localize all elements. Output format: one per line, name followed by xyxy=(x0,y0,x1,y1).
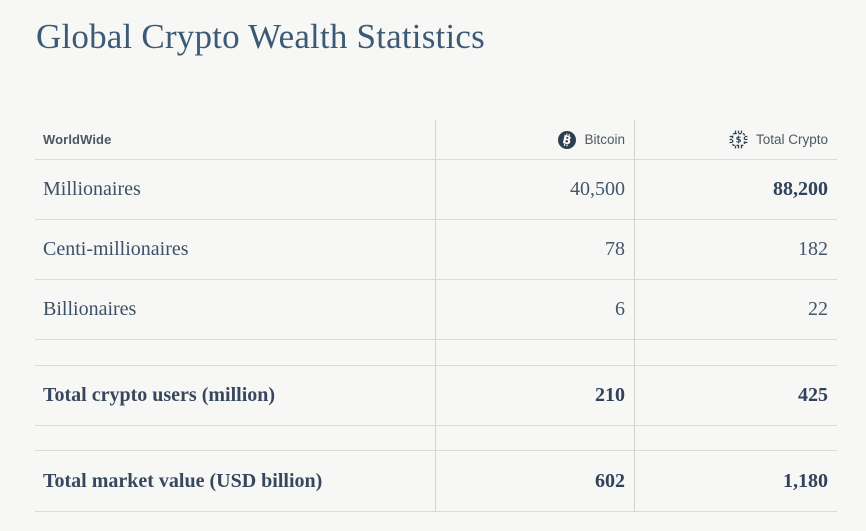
bitcoin-value: 6 xyxy=(615,298,625,320)
total-crypto-value: 22 xyxy=(808,298,828,320)
svg-text:$: $ xyxy=(736,136,742,146)
total-crypto-value: 88,200 xyxy=(773,178,828,200)
row-label: Total crypto users (million) xyxy=(43,384,276,406)
bitcoin-icon: B xyxy=(558,130,577,149)
total-crypto-value: 425 xyxy=(798,384,828,406)
row-label: Billionaires xyxy=(43,298,137,320)
spacer-row xyxy=(35,426,837,451)
table-row-total-market-value: Total market value (USD billion) 602 1,1… xyxy=(35,451,837,512)
total-crypto-value: 1,180 xyxy=(783,469,828,492)
bitcoin-value: 40,500 xyxy=(570,178,625,200)
total-crypto-column-header: $ Total Crypto xyxy=(634,120,837,159)
chip-dollar-icon: $ xyxy=(729,130,748,149)
table-row-total-crypto-users: Total crypto users (million) 210 425 xyxy=(35,366,837,426)
table-row-billionaires: Billionaires 6 22 xyxy=(35,280,837,340)
bitcoin-column-label: Bitcoin xyxy=(584,132,625,147)
row-label: Total market value (USD billion) xyxy=(43,469,323,492)
total-crypto-value: 182 xyxy=(798,238,828,260)
svg-text:B: B xyxy=(562,132,573,148)
row-label: Centi-millionaires xyxy=(43,238,189,260)
table-header-row: WorldWide B Bitcoin xyxy=(35,120,837,160)
worldwide-header-label: WorldWide xyxy=(43,132,112,147)
table-row-millionaires: Millionaires 40,500 88,200 xyxy=(35,160,837,220)
bitcoin-value: 210 xyxy=(595,384,625,406)
spacer-row xyxy=(35,340,837,366)
bitcoin-value: 78 xyxy=(605,238,625,260)
total-crypto-column-label: Total Crypto xyxy=(755,132,828,147)
row-label: Millionaires xyxy=(43,178,141,200)
table-row-centi-millionaires: Centi-millionaires 78 182 xyxy=(35,220,837,280)
page-title: Global Crypto Wealth Statistics xyxy=(36,17,485,56)
crypto-wealth-table: WorldWide B Bitcoin xyxy=(35,120,837,512)
bitcoin-value: 602 xyxy=(595,469,625,492)
bitcoin-column-header: B Bitcoin xyxy=(435,120,634,159)
